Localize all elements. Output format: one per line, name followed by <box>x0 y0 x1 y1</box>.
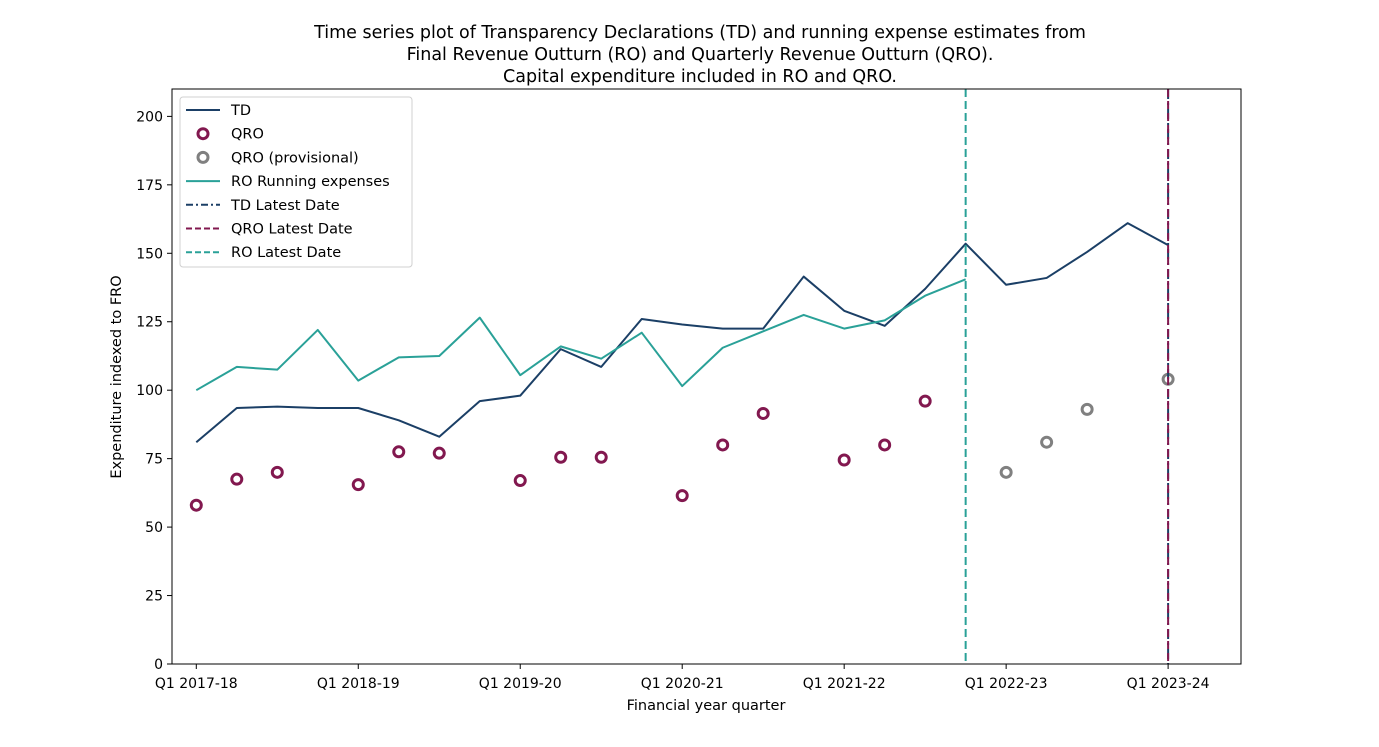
point-qro-7 <box>554 450 568 464</box>
point-qro-3 <box>351 478 365 492</box>
point-qro-11 <box>756 406 770 420</box>
point-qro-13 <box>878 438 892 452</box>
x-tick-label-0: Q1 2017-18 <box>155 676 238 692</box>
plot-area <box>189 222 1175 512</box>
x-tick-label-3: Q1 2020-21 <box>641 676 724 692</box>
legend-label-qro-provisional: QRO (provisional) <box>231 150 359 166</box>
point-qro-5 <box>432 446 446 460</box>
point-qro-1 <box>230 472 244 486</box>
legend-label-ro-running-expenses: RO Running expenses <box>231 174 390 190</box>
point-qro-12 <box>837 453 851 467</box>
legend-label-td: TD <box>230 103 251 119</box>
x-tick-label-4: Q1 2021-22 <box>803 676 886 692</box>
point-qro-provisional-2 <box>1080 402 1094 416</box>
x-axis-label: Financial year quarter <box>627 698 786 714</box>
series-line-ro-running-expenses <box>195 278 967 392</box>
legend: TD QRO QRO (provisional) RO Running expense… <box>179 96 413 268</box>
y-axis: 0 25 50 75 100 125 150 175 200 <box>136 109 172 673</box>
y-axis-label: Expenditure indexed to FRO <box>109 275 125 478</box>
x-axis: Q1 2017-18 Q1 2018-19 Q1 2019-20 Q1 2020-21… <box>155 664 1210 692</box>
y-tick-label-0: 0 <box>154 657 163 673</box>
chart-title-line-3: Capital expenditure included in RO and Q… <box>503 67 897 87</box>
point-qro-provisional-0 <box>999 465 1013 479</box>
y-tick-label-4: 100 <box>136 383 163 399</box>
legend-label-td-latest-date: TD Latest Date <box>230 198 340 214</box>
x-tick-label-2: Q1 2019-20 <box>479 676 562 692</box>
reference-lines <box>964 89 1170 664</box>
legend-marker-qro-provisional <box>196 150 210 164</box>
point-qro-2 <box>270 465 284 479</box>
legend-label-qro-latest-date: QRO Latest Date <box>231 222 353 238</box>
chart-title: Time series plot of Transparency Declara… <box>313 23 1086 87</box>
y-tick-label-1: 25 <box>145 589 163 605</box>
x-tick-label-1: Q1 2018-19 <box>317 676 400 692</box>
point-qro-provisional-1 <box>1040 435 1054 449</box>
y-tick-label-2: 50 <box>145 520 163 536</box>
chart-title-line-2: Final Revenue Outturn (RO) and Quarterly… <box>407 45 994 65</box>
y-tick-label-5: 125 <box>136 315 163 331</box>
plot-frame <box>171 88 1242 665</box>
y-tick-label-7: 175 <box>136 178 163 194</box>
legend-box <box>179 96 413 268</box>
legend-label-qro: QRO <box>231 127 264 143</box>
point-qro-6 <box>513 474 527 488</box>
y-tick-label-3: 75 <box>145 452 163 468</box>
point-qro-9 <box>675 489 689 503</box>
point-qro-4 <box>392 445 406 459</box>
legend-label-ro-latest-date: RO Latest Date <box>231 245 341 261</box>
point-qro-14 <box>918 394 932 408</box>
y-tick-label-6: 150 <box>136 246 163 262</box>
x-tick-label-6: Q1 2023-24 <box>1127 676 1210 692</box>
x-tick-label-5: Q1 2022-23 <box>965 676 1048 692</box>
legend-marker-qro <box>196 127 210 141</box>
point-qro-0 <box>189 498 203 512</box>
point-qro-10 <box>716 438 730 452</box>
series-line-td <box>195 222 1169 443</box>
chart-title-line-1: Time series plot of Transparency Declara… <box>313 23 1086 43</box>
point-qro-8 <box>594 450 608 464</box>
y-tick-label-8: 200 <box>136 109 163 125</box>
